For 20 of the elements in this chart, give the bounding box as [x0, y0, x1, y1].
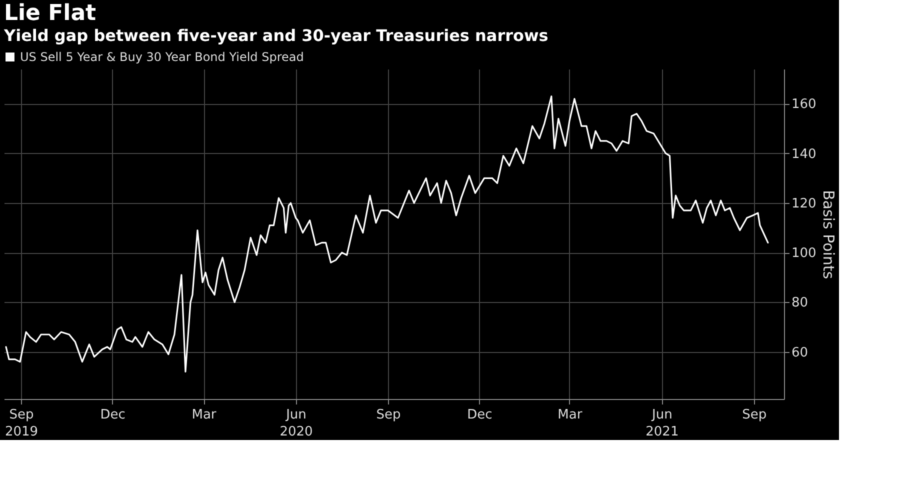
y-tick-label: 100 — [792, 246, 816, 262]
x-tick-label: Dec — [467, 408, 492, 422]
x-tick-label: Sep 2019 — [4, 408, 38, 440]
legend-label: US Sell 5 Year & Buy 30 Year Bond Yield Spread — [20, 50, 304, 64]
y-tick-label: 80 — [792, 296, 808, 311]
x-tick-label: Dec — [100, 408, 126, 422]
y-tick-label: 160 — [792, 97, 816, 112]
x-tick-label: Jun 2021 — [646, 408, 679, 440]
y-axis-title: Basis Points — [819, 190, 838, 280]
x-tick-label: Sep — [742, 408, 767, 422]
y-tick-label: 120 — [792, 196, 816, 212]
y-tick-label: 140 — [792, 146, 816, 162]
x-tick-label: Mar — [192, 408, 217, 422]
y-tick-label: 60 — [792, 345, 808, 360]
chart-subtitle: Yield gap between five-year and 30-year Treasuries narrows — [3, 26, 548, 45]
chart-title: Lie Flat — [4, 1, 97, 26]
x-tick-label: Jun 2020 — [280, 408, 313, 440]
line-series — [5, 95, 769, 373]
x-tick-label: Mar — [558, 408, 583, 422]
x-tick-label: Sep — [376, 408, 401, 422]
